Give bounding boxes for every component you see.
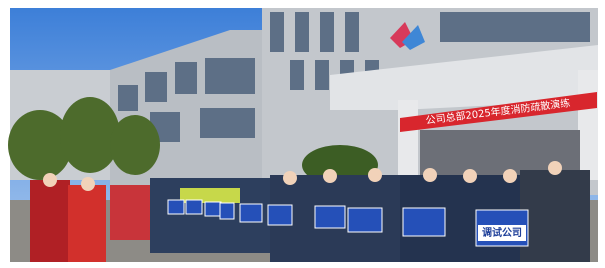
photo: 公司总部2025年度消防疏散演练 调试公司	[0, 0, 605, 268]
pillar	[398, 100, 418, 180]
front-sign-text: 调试公司	[482, 226, 522, 239]
pillar	[578, 70, 598, 180]
page: 公司总部2025年度消防疏散演练 调试公司 (() => { const dat…	[0, 0, 605, 268]
